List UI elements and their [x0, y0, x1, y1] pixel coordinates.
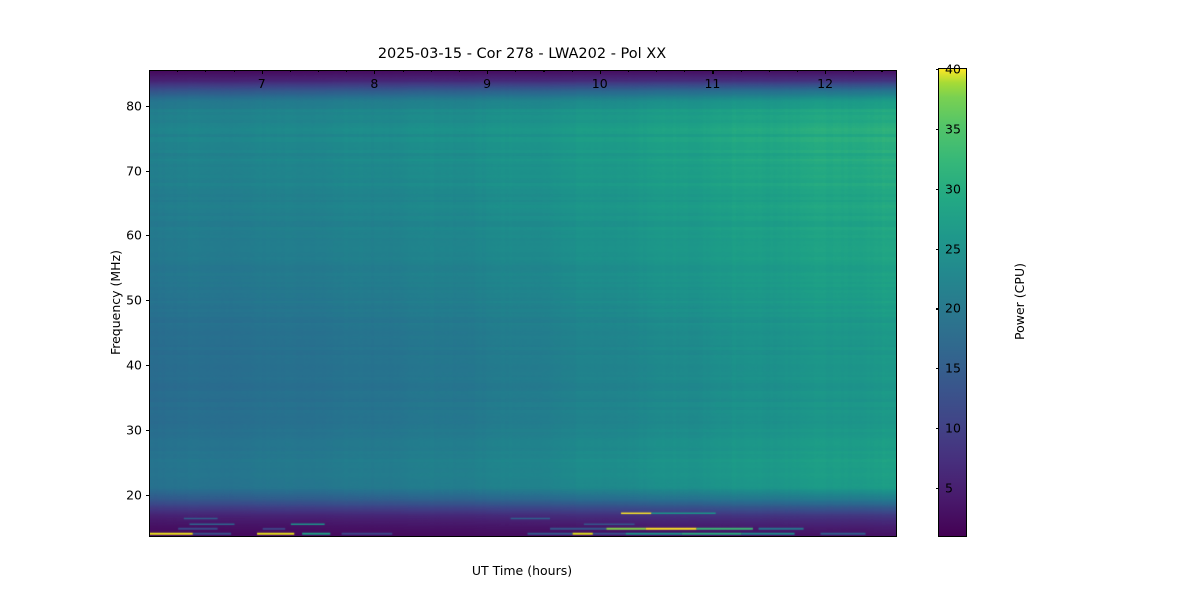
colorbar-tick-label: 35	[945, 121, 961, 137]
colorbar-tick-mark	[935, 368, 939, 370]
y-tick-label: 30	[126, 422, 142, 438]
colorbar-tick-mark	[935, 128, 939, 130]
colorbar[interactable]: 5 10 15 20 25 30 35 40	[935, 62, 967, 537]
colorbar-tick-label: 15	[945, 360, 961, 376]
y-tick-label: 50	[126, 292, 142, 308]
y-tick-label: 70	[126, 163, 142, 179]
colorbar-tick-mark	[935, 248, 939, 250]
y-tick-label: 40	[126, 357, 142, 373]
colorbar-label: Power (CPU)	[1012, 263, 1027, 340]
page-title: 2025-03-15 - Cor 278 - LWA202 - Pol XX	[377, 46, 667, 62]
y-tick-label: 80	[126, 98, 142, 114]
colorbar-tick-mark	[935, 428, 939, 430]
colorbar-tick-label: 20	[945, 300, 961, 316]
colorbar-tick-mark	[935, 488, 939, 490]
colorbar-tick-mark	[935, 308, 939, 310]
y-tick-label: 60	[126, 227, 142, 243]
x-axis-label: UT Time (hours)	[471, 563, 573, 578]
colorbar-tick-mark	[935, 188, 939, 190]
colorbar-tick-mark	[935, 69, 939, 71]
colorbar-tick-label: 5	[945, 480, 953, 496]
colorbar-tick-label: 10	[945, 420, 961, 436]
colorbar-tick-label: 40	[945, 61, 961, 77]
spectrogram-image	[150, 71, 896, 536]
spectrogram-axes[interactable]	[149, 70, 897, 537]
colorbar-tick-label: 30	[945, 181, 961, 197]
colorbar-tick-label: 25	[945, 241, 961, 257]
y-axis-label: Frequency (MHz)	[108, 249, 123, 356]
y-tick-label: 20	[126, 487, 142, 503]
